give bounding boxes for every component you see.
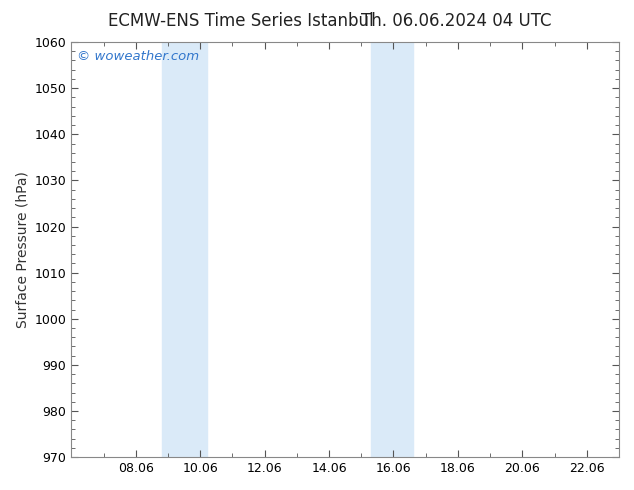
Text: ECMW-ENS Time Series Istanbul: ECMW-ENS Time Series Istanbul xyxy=(108,12,373,30)
Bar xyxy=(184,42,207,457)
Bar xyxy=(391,42,413,457)
Text: Th. 06.06.2024 04 UTC: Th. 06.06.2024 04 UTC xyxy=(361,12,552,30)
Bar xyxy=(371,42,391,457)
Text: © woweather.com: © woweather.com xyxy=(77,50,199,63)
Bar xyxy=(162,42,184,457)
Y-axis label: Surface Pressure (hPa): Surface Pressure (hPa) xyxy=(15,171,29,328)
